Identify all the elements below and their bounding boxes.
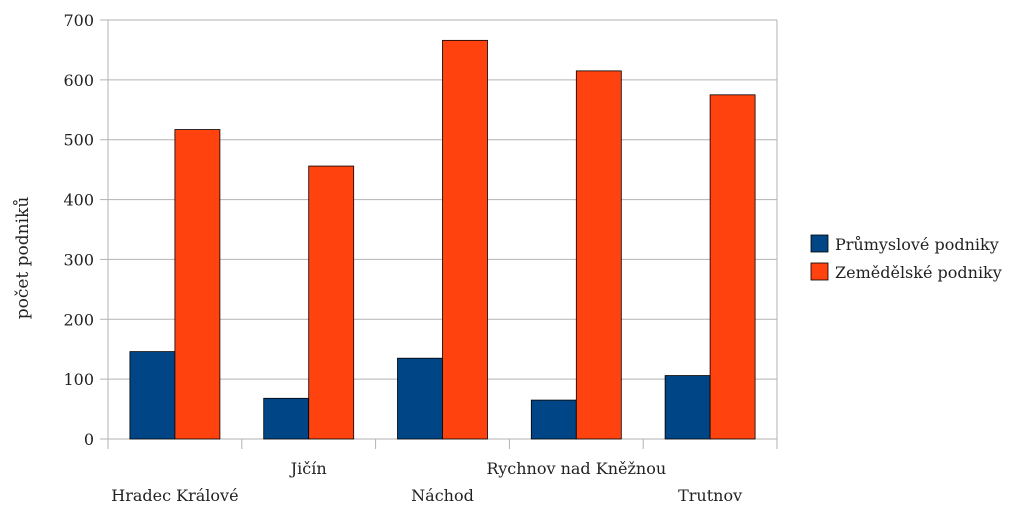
y-tick-label: 0 (84, 430, 94, 449)
bar-prumyslove (129, 351, 176, 440)
x-category-label: Náchod (411, 486, 474, 505)
bar-zemedelske (575, 70, 622, 440)
y-tick-label: 600 (63, 71, 94, 90)
legend-label: Průmyslové podniky (835, 235, 999, 254)
y-tick-label: 400 (63, 191, 94, 210)
legend-swatch (810, 234, 829, 253)
legend-label: Zemědělské podniky (835, 263, 1002, 282)
y-tick-label: 200 (63, 310, 94, 329)
bar-prumyslove (263, 397, 310, 440)
bars (129, 39, 756, 440)
y-tick-label: 700 (63, 11, 94, 30)
y-axis-title: počet podniků (13, 197, 33, 320)
y-tick-label: 100 (63, 370, 94, 389)
bar-zemedelske (442, 39, 488, 440)
bar-zemedelske (308, 165, 355, 440)
y-tick-label: 300 (63, 250, 94, 269)
bar-prumyslove (397, 357, 443, 440)
axis-labels: 0 100 200 300 400 500 600 700 Hradec Králové Jičí… (63, 11, 742, 505)
bar-zemedelske (174, 129, 221, 440)
x-category-label: Trutnov (678, 486, 742, 505)
x-category-label: Jičín (289, 459, 327, 478)
x-category-label: Rychnov nad Kněžnou (486, 459, 666, 478)
y-tick-label: 500 (63, 131, 94, 150)
bar-prumyslove (530, 399, 577, 440)
bar-zemedelske (709, 94, 756, 440)
legend: Průmyslové podniky Zemědělské podniky (810, 234, 1002, 282)
x-category-label: Hradec Králové (111, 486, 238, 505)
bar-prumyslove (664, 375, 711, 440)
legend-swatch (810, 262, 829, 281)
